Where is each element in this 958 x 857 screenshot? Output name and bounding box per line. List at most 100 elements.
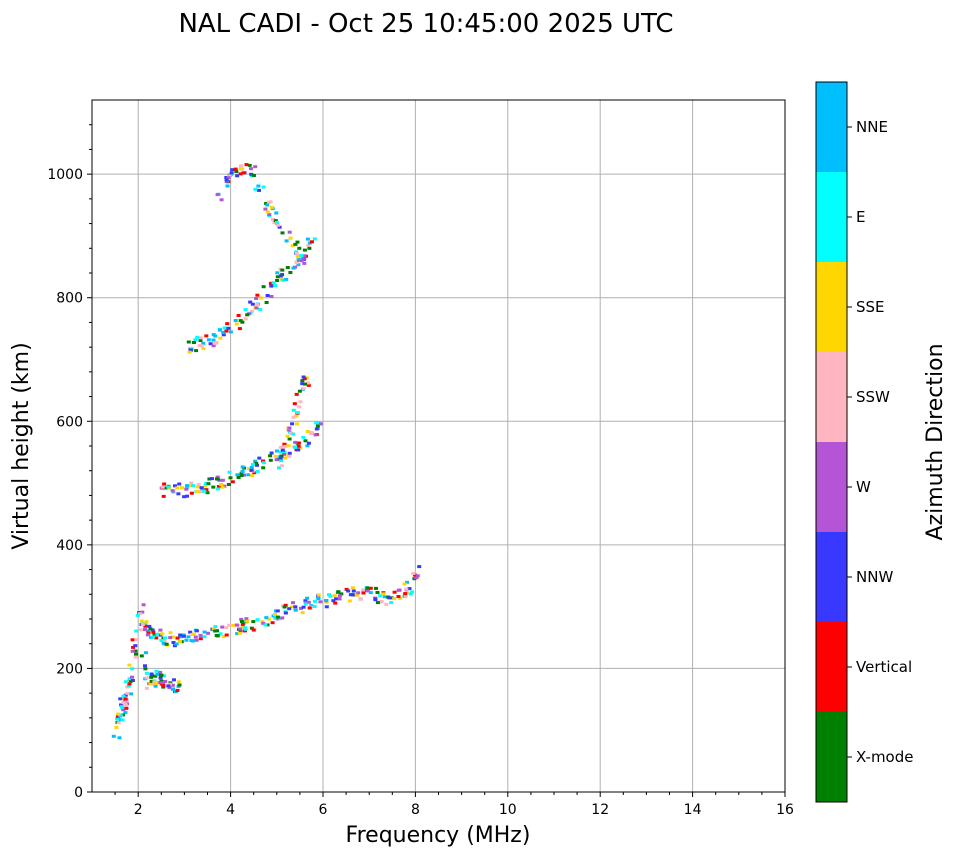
echo-point-4 [211, 344, 216, 348]
echo-point-3 [297, 405, 302, 409]
echo-point-1 [161, 685, 166, 689]
echo-point-0 [143, 622, 148, 626]
echo-point-4 [312, 237, 317, 241]
echo-point-0 [358, 597, 363, 601]
echo-point-0 [260, 620, 265, 624]
echo-point-5 [229, 171, 234, 175]
echo-point-5 [269, 205, 274, 209]
echo-point-2 [182, 495, 187, 499]
echo-point-0 [280, 616, 285, 620]
echo-point-0 [316, 593, 321, 597]
echo-point-5 [299, 253, 304, 257]
echo-point-0 [283, 603, 288, 607]
y-axis-ticks: 0 200 400 600 800 1000 [47, 124, 92, 801]
echo-point-2 [163, 486, 168, 490]
echo-point-2 [199, 486, 204, 490]
echo-point-0 [161, 641, 166, 645]
echo-point-2 [215, 475, 220, 479]
echo-point-4 [218, 336, 223, 340]
echo-point-2 [282, 452, 286, 456]
y-axis-label: Virtual height (km) [9, 342, 34, 549]
echo-point-5 [224, 178, 229, 182]
echo-point-0 [378, 594, 383, 598]
echo-point-0 [238, 627, 243, 631]
echo-point-0 [190, 639, 195, 643]
echo-point-4 [310, 240, 314, 244]
echo-point-2 [268, 458, 273, 462]
echo-point-0 [398, 596, 403, 600]
echo-point-2 [184, 487, 189, 491]
echo-point-0 [403, 594, 408, 598]
echo-point-2 [250, 474, 255, 478]
echo-point-1 [124, 680, 128, 684]
echo-point-5 [219, 198, 224, 202]
echo-point-4 [250, 309, 255, 313]
echo-point-0 [237, 631, 242, 635]
echo-point-0 [171, 641, 176, 644]
echo-point-5 [229, 173, 234, 177]
colorbar-title: Azimuth Direction [923, 343, 948, 540]
echo-point-4 [198, 336, 203, 340]
echo-point-2 [210, 477, 214, 481]
echo-point-2 [203, 482, 208, 486]
echo-point-0 [178, 633, 183, 637]
echo-point-3 [280, 448, 285, 452]
chart-title: NAL CADI - Oct 25 10:45:00 2025 UTC [178, 9, 673, 39]
echo-point-1 [134, 629, 139, 633]
echo-point-4 [240, 320, 245, 324]
echo-point-1 [154, 682, 159, 685]
echo-point-1 [115, 717, 119, 721]
echo-point-2 [261, 466, 266, 470]
echo-point-5 [295, 240, 300, 244]
echo-point-0 [243, 627, 248, 631]
echo-point-2 [170, 489, 175, 493]
echo-point-2 [207, 477, 212, 481]
echo-point-0 [361, 588, 366, 592]
echo-point-0 [267, 617, 271, 621]
echo-point-0 [346, 589, 351, 593]
echo-point-0 [289, 605, 294, 609]
echo-point-1 [127, 677, 132, 681]
echo-point-1 [166, 684, 171, 688]
echo-point-0 [363, 588, 368, 592]
echo-point-0 [221, 635, 226, 639]
echo-point-0 [355, 593, 360, 597]
echo-point-2 [177, 482, 182, 486]
echo-point-1 [170, 687, 175, 691]
echo-point-0 [275, 615, 280, 619]
echo-point-2 [239, 471, 244, 475]
echo-point-2 [226, 483, 231, 486]
echo-point-2 [293, 440, 298, 444]
echo-point-4 [275, 279, 279, 282]
echo-point-4 [198, 339, 203, 342]
echo-point-2 [269, 451, 274, 455]
echo-point-5 [288, 236, 293, 240]
echo-point-3 [286, 428, 291, 432]
echo-point-2 [314, 421, 319, 425]
echo-point-5 [284, 239, 289, 243]
echo-point-3 [282, 442, 287, 446]
echo-point-0 [283, 611, 288, 615]
echo-point-0 [159, 639, 164, 642]
echo-point-0 [227, 623, 232, 627]
echo-point-5 [253, 165, 258, 169]
echo-point-4 [280, 278, 285, 282]
colorbar-label: X-mode [856, 748, 913, 766]
echo-point-5 [224, 176, 229, 179]
echo-point-0 [218, 632, 223, 636]
echo-point-1 [141, 603, 146, 607]
echo-point-5 [293, 242, 298, 246]
echo-point-0 [275, 609, 280, 613]
colorbar-label: NNE [856, 118, 888, 136]
echo-point-0 [334, 597, 339, 601]
echo-point-0 [158, 628, 163, 632]
echo-point-1 [158, 670, 163, 674]
echo-point-5 [273, 219, 278, 223]
echo-point-1 [123, 693, 128, 697]
echo-point-1 [130, 638, 135, 642]
echo-point-3 [302, 377, 307, 381]
echo-point-2 [199, 490, 203, 494]
echo-point-4 [201, 347, 206, 351]
echo-point-4 [265, 294, 270, 297]
colorbar-frame [815, 81, 848, 803]
